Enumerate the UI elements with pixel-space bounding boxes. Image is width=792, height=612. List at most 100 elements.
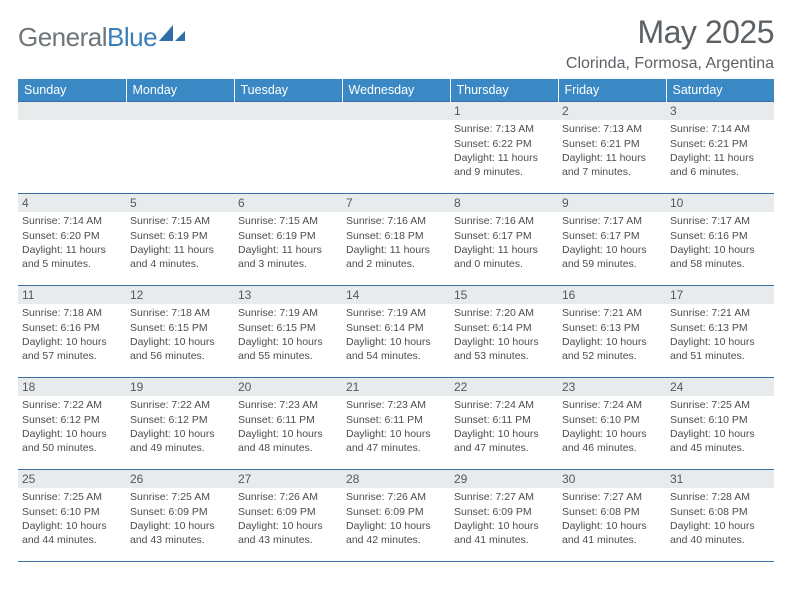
calendar-cell: 14Sunrise: 7:19 AMSunset: 6:14 PMDayligh… xyxy=(342,286,450,378)
sunset-line: Sunset: 6:08 PM xyxy=(670,505,770,519)
sunrise-line: Sunrise: 7:22 AM xyxy=(130,398,230,412)
day-body: Sunrise: 7:27 AMSunset: 6:09 PMDaylight:… xyxy=(450,488,558,549)
day-number-band: 26 xyxy=(126,470,234,488)
sunrise-line: Sunrise: 7:21 AM xyxy=(670,306,770,320)
sunset-line: Sunset: 6:11 PM xyxy=(454,413,554,427)
calendar-cell: 29Sunrise: 7:27 AMSunset: 6:09 PMDayligh… xyxy=(450,470,558,562)
day-body: Sunrise: 7:19 AMSunset: 6:14 PMDaylight:… xyxy=(342,304,450,365)
sunrise-line: Sunrise: 7:15 AM xyxy=(238,214,338,228)
daylight-line: Daylight: 10 hours and 50 minutes. xyxy=(22,427,122,455)
sunrise-line: Sunrise: 7:28 AM xyxy=(670,490,770,504)
day-body: Sunrise: 7:20 AMSunset: 6:14 PMDaylight:… xyxy=(450,304,558,365)
calendar-cell: 21Sunrise: 7:23 AMSunset: 6:11 PMDayligh… xyxy=(342,378,450,470)
day-header: Friday xyxy=(558,79,666,102)
day-body: Sunrise: 7:26 AMSunset: 6:09 PMDaylight:… xyxy=(234,488,342,549)
day-body: Sunrise: 7:13 AMSunset: 6:21 PMDaylight:… xyxy=(558,120,666,181)
daylight-line: Daylight: 11 hours and 0 minutes. xyxy=(454,243,554,271)
sunrise-line: Sunrise: 7:20 AM xyxy=(454,306,554,320)
calendar-cell: 1Sunrise: 7:13 AMSunset: 6:22 PMDaylight… xyxy=(450,102,558,194)
sunrise-line: Sunrise: 7:27 AM xyxy=(562,490,662,504)
daylight-line: Daylight: 10 hours and 46 minutes. xyxy=(562,427,662,455)
day-number-band: 12 xyxy=(126,286,234,304)
daylight-line: Daylight: 10 hours and 56 minutes. xyxy=(130,335,230,363)
day-header: Wednesday xyxy=(342,79,450,102)
day-body: Sunrise: 7:24 AMSunset: 6:11 PMDaylight:… xyxy=(450,396,558,457)
sunrise-line: Sunrise: 7:15 AM xyxy=(130,214,230,228)
logo-word-general: General xyxy=(18,22,107,52)
day-body: Sunrise: 7:15 AMSunset: 6:19 PMDaylight:… xyxy=(126,212,234,273)
day-body: Sunrise: 7:16 AMSunset: 6:18 PMDaylight:… xyxy=(342,212,450,273)
sunrise-line: Sunrise: 7:25 AM xyxy=(670,398,770,412)
day-number-band xyxy=(342,102,450,120)
sunset-line: Sunset: 6:15 PM xyxy=(130,321,230,335)
sunrise-line: Sunrise: 7:16 AM xyxy=(454,214,554,228)
daylight-line: Daylight: 10 hours and 54 minutes. xyxy=(346,335,446,363)
logo-word-blue: Blue xyxy=(107,22,157,52)
daylight-line: Daylight: 11 hours and 2 minutes. xyxy=(346,243,446,271)
sunset-line: Sunset: 6:17 PM xyxy=(454,229,554,243)
calendar-cell: 27Sunrise: 7:26 AMSunset: 6:09 PMDayligh… xyxy=(234,470,342,562)
calendar-cell: 6Sunrise: 7:15 AMSunset: 6:19 PMDaylight… xyxy=(234,194,342,286)
day-number-band: 30 xyxy=(558,470,666,488)
day-number-band: 16 xyxy=(558,286,666,304)
calendar-week-row: 11Sunrise: 7:18 AMSunset: 6:16 PMDayligh… xyxy=(18,286,774,378)
day-body: Sunrise: 7:26 AMSunset: 6:09 PMDaylight:… xyxy=(342,488,450,549)
daylight-line: Daylight: 10 hours and 40 minutes. xyxy=(670,519,770,547)
calendar-cell: 24Sunrise: 7:25 AMSunset: 6:10 PMDayligh… xyxy=(666,378,774,470)
day-number-band: 1 xyxy=(450,102,558,120)
calendar-cell: 2Sunrise: 7:13 AMSunset: 6:21 PMDaylight… xyxy=(558,102,666,194)
calendar-cell: 20Sunrise: 7:23 AMSunset: 6:11 PMDayligh… xyxy=(234,378,342,470)
sunset-line: Sunset: 6:16 PM xyxy=(22,321,122,335)
calendar-cell: 8Sunrise: 7:16 AMSunset: 6:17 PMDaylight… xyxy=(450,194,558,286)
header-row: GeneralBlue May 2025 Clorinda, Formosa, … xyxy=(18,14,774,73)
sunrise-line: Sunrise: 7:18 AM xyxy=(130,306,230,320)
sunset-line: Sunset: 6:10 PM xyxy=(22,505,122,519)
daylight-line: Daylight: 11 hours and 3 minutes. xyxy=(238,243,338,271)
daylight-line: Daylight: 10 hours and 57 minutes. xyxy=(22,335,122,363)
day-body: Sunrise: 7:13 AMSunset: 6:22 PMDaylight:… xyxy=(450,120,558,181)
daylight-line: Daylight: 10 hours and 52 minutes. xyxy=(562,335,662,363)
daylight-line: Daylight: 10 hours and 59 minutes. xyxy=(562,243,662,271)
calendar-thead: SundayMondayTuesdayWednesdayThursdayFrid… xyxy=(18,79,774,102)
sunset-line: Sunset: 6:17 PM xyxy=(562,229,662,243)
sunrise-line: Sunrise: 7:24 AM xyxy=(562,398,662,412)
day-number-band: 21 xyxy=(342,378,450,396)
calendar-week-row: 1Sunrise: 7:13 AMSunset: 6:22 PMDaylight… xyxy=(18,102,774,194)
sunset-line: Sunset: 6:14 PM xyxy=(346,321,446,335)
day-body: Sunrise: 7:23 AMSunset: 6:11 PMDaylight:… xyxy=(342,396,450,457)
logo-text: GeneralBlue xyxy=(18,22,157,53)
calendar-cell xyxy=(126,102,234,194)
calendar-cell: 11Sunrise: 7:18 AMSunset: 6:16 PMDayligh… xyxy=(18,286,126,378)
sunset-line: Sunset: 6:19 PM xyxy=(130,229,230,243)
day-number-band: 15 xyxy=(450,286,558,304)
daylight-line: Daylight: 11 hours and 9 minutes. xyxy=(454,151,554,179)
calendar-week-row: 18Sunrise: 7:22 AMSunset: 6:12 PMDayligh… xyxy=(18,378,774,470)
daylight-line: Daylight: 10 hours and 55 minutes. xyxy=(238,335,338,363)
day-body: Sunrise: 7:25 AMSunset: 6:09 PMDaylight:… xyxy=(126,488,234,549)
day-number-band: 24 xyxy=(666,378,774,396)
day-body: Sunrise: 7:16 AMSunset: 6:17 PMDaylight:… xyxy=(450,212,558,273)
day-number-band: 14 xyxy=(342,286,450,304)
location-text: Clorinda, Formosa, Argentina xyxy=(566,55,774,73)
day-number-band: 3 xyxy=(666,102,774,120)
day-number-band: 2 xyxy=(558,102,666,120)
calendar-cell: 26Sunrise: 7:25 AMSunset: 6:09 PMDayligh… xyxy=(126,470,234,562)
calendar-table: SundayMondayTuesdayWednesdayThursdayFrid… xyxy=(18,79,774,562)
sunset-line: Sunset: 6:09 PM xyxy=(346,505,446,519)
daylight-line: Daylight: 10 hours and 49 minutes. xyxy=(130,427,230,455)
day-number-band: 13 xyxy=(234,286,342,304)
day-number-band: 28 xyxy=(342,470,450,488)
sunrise-line: Sunrise: 7:23 AM xyxy=(346,398,446,412)
calendar-cell: 31Sunrise: 7:28 AMSunset: 6:08 PMDayligh… xyxy=(666,470,774,562)
calendar-cell: 7Sunrise: 7:16 AMSunset: 6:18 PMDaylight… xyxy=(342,194,450,286)
daylight-line: Daylight: 10 hours and 47 minutes. xyxy=(454,427,554,455)
day-number-band: 11 xyxy=(18,286,126,304)
day-body: Sunrise: 7:17 AMSunset: 6:16 PMDaylight:… xyxy=(666,212,774,273)
daylight-line: Daylight: 10 hours and 41 minutes. xyxy=(562,519,662,547)
day-header: Sunday xyxy=(18,79,126,102)
month-title: May 2025 xyxy=(566,14,774,51)
day-body: Sunrise: 7:21 AMSunset: 6:13 PMDaylight:… xyxy=(666,304,774,365)
title-block: May 2025 Clorinda, Formosa, Argentina xyxy=(566,14,774,73)
daylight-line: Daylight: 10 hours and 43 minutes. xyxy=(130,519,230,547)
calendar-cell: 18Sunrise: 7:22 AMSunset: 6:12 PMDayligh… xyxy=(18,378,126,470)
